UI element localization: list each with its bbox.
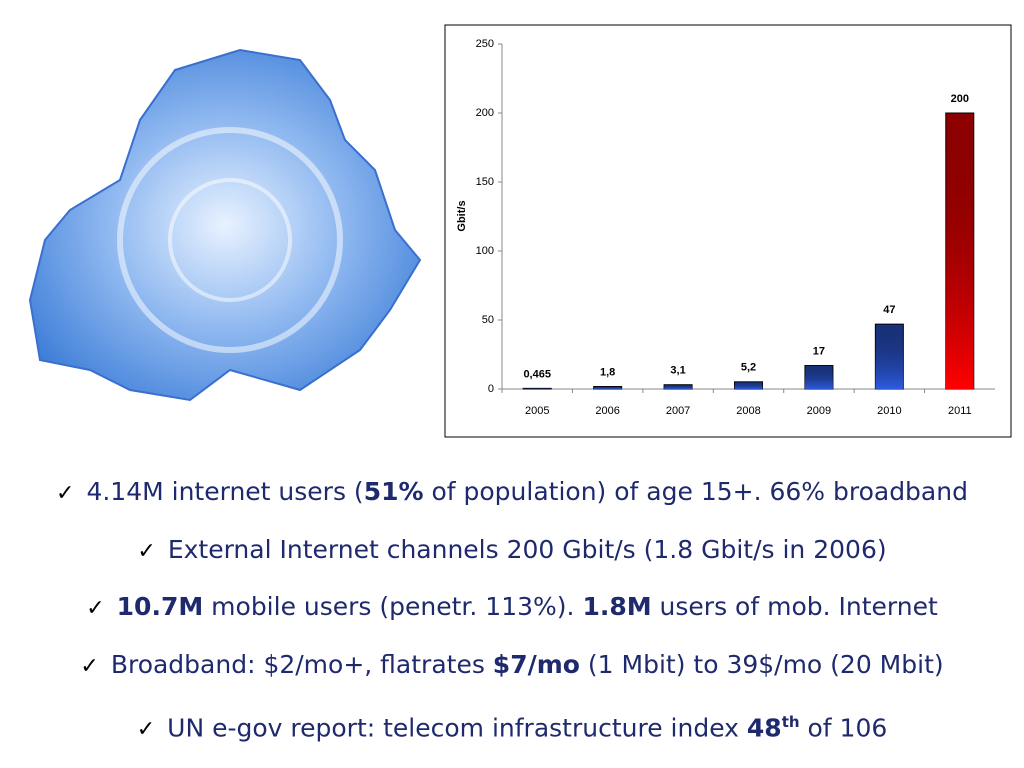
value-label: 5,2 (741, 362, 756, 374)
bullet-text: $7/mo (492, 649, 580, 679)
bullet-text: 48 (746, 713, 782, 743)
chart: Gbit/s 0 50 100 150 200 250 2005 0,465 2006 1,8 20… (28, 24, 1012, 438)
x-tick-label: 2008 (736, 405, 760, 417)
bullet-marker: ✓ (80, 653, 99, 679)
bullet-item: ✓ 10.7M mobile users (penetr. 113%). 1.8M… (0, 585, 1024, 643)
x-tick-label: 2011 (948, 405, 972, 417)
bar (945, 112, 975, 390)
x-tick-label: 2010 (877, 405, 901, 417)
bar (874, 323, 904, 390)
y-tick-label: 200 (476, 107, 494, 119)
bullet-item: ✓ UN e-gov report: telecom infrastructure… (0, 700, 1024, 758)
y-tick-label: 0 (488, 383, 494, 395)
x-tick-label: 2009 (807, 405, 831, 417)
x-tick-label: 2006 (595, 405, 619, 417)
value-label: 200 (951, 93, 969, 105)
bar (522, 387, 552, 390)
bullet-text: 4.14M internet users ( (86, 477, 364, 506)
bullet-marker: ✓ (137, 538, 156, 564)
y-axis-label: Gbit/s (456, 200, 468, 231)
map-illustration (28, 48, 422, 402)
bullet-marker: ✓ (56, 481, 75, 506)
bullet-item: ✓ External Internet channels 200 Gbit/s (… (0, 528, 1024, 586)
bullet-text: users of mob. Internet (651, 592, 938, 621)
bar (663, 384, 693, 390)
y-tick-label: 250 (476, 38, 494, 50)
bullet-text: of population) of age 15+. 66% broadband (423, 477, 968, 506)
value-label: 1,8 (600, 366, 615, 378)
value-label: 47 (883, 304, 895, 316)
map-decoration (168, 178, 292, 302)
bullet-text: 1.8M (582, 592, 652, 621)
bar (804, 365, 834, 390)
x-tick-label: 2005 (525, 405, 549, 417)
value-label: 17 (813, 345, 825, 357)
y-tick-label: 150 (476, 176, 494, 188)
bullet-marker: ✓ (86, 596, 105, 621)
value-label: 0,465 (523, 368, 551, 380)
bullet-text: 51% (363, 477, 424, 506)
chart-frame (444, 24, 1012, 438)
y-tick-label: 50 (482, 314, 494, 326)
bullet-text: 10.7M (116, 592, 204, 621)
bullet-item: ✓ 4.14M internet users (51% of population… (0, 470, 1024, 528)
bullet-text: UN e-gov report: telecom infrastructure … (167, 713, 747, 743)
x-tick-label: 2007 (666, 405, 690, 417)
bullet-list: ✓ 4.14M internet users (51% of population… (0, 470, 1024, 758)
bullet-text: Broadband: $2/mo+, flatrates (110, 649, 493, 679)
bullet-text: mobile users (penetr. 113%). (203, 592, 583, 621)
bar (593, 386, 623, 390)
bullet-text: th (781, 713, 800, 731)
bullet-text: of 106 (799, 713, 888, 743)
bullet-item: ✓ Broadband: $2/mo+, flatrates $7/mo (1 M… (0, 643, 1024, 701)
y-tick-label: 100 (476, 245, 494, 257)
value-label: 3,1 (670, 365, 685, 377)
map-decoration (117, 127, 343, 353)
bullet-text: (1 Mbit) to 39$/mo (20 Mbit) (579, 649, 944, 679)
bullet-text: External Internet channels 200 Gbit/s (1… (167, 534, 887, 564)
bar (734, 381, 763, 390)
bullet-marker: ✓ (136, 717, 156, 743)
